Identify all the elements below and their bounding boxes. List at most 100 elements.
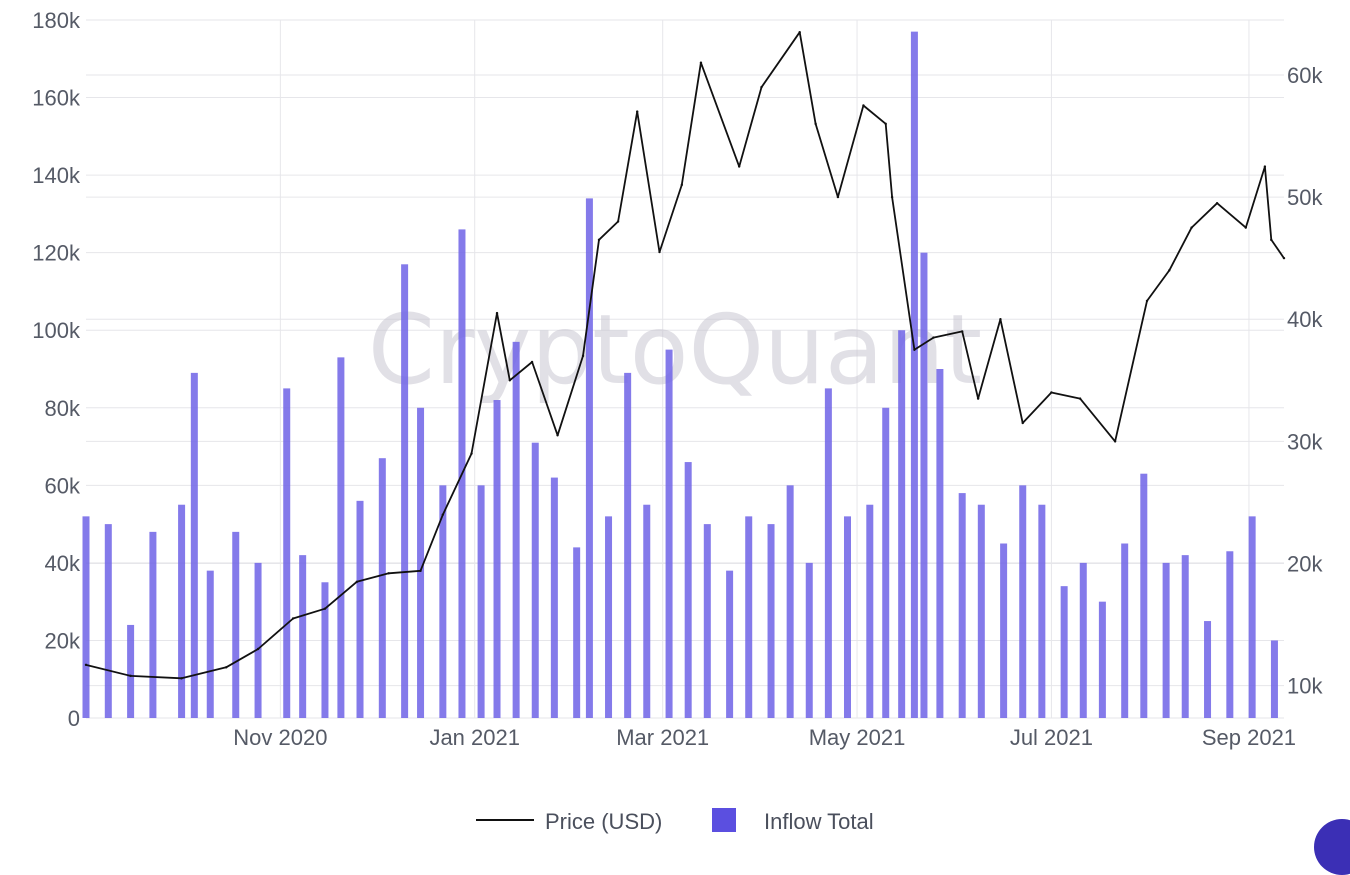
price-point[interactable] bbox=[355, 580, 359, 584]
inflow-bar[interactable] bbox=[882, 407, 890, 718]
price-point[interactable] bbox=[1168, 269, 1171, 272]
price-point[interactable] bbox=[419, 569, 422, 573]
inflow-bar[interactable] bbox=[1140, 473, 1148, 718]
inflow-bar[interactable] bbox=[321, 582, 329, 718]
inflow-bar[interactable] bbox=[745, 516, 753, 718]
inflow-bar[interactable] bbox=[684, 462, 692, 718]
legend-price-label[interactable]: Price (USD) bbox=[545, 809, 662, 834]
inflow-bar[interactable] bbox=[703, 524, 711, 718]
price-point[interactable] bbox=[658, 250, 661, 254]
inflow-bar[interactable] bbox=[190, 372, 198, 718]
price-point[interactable] bbox=[84, 663, 88, 667]
inflow-bar[interactable] bbox=[401, 264, 409, 718]
inflow-bar[interactable] bbox=[1019, 485, 1027, 718]
inflow-bar[interactable] bbox=[624, 372, 632, 718]
inflow-bar[interactable] bbox=[585, 198, 593, 718]
inflow-bar[interactable] bbox=[866, 504, 874, 718]
price-point[interactable] bbox=[180, 677, 183, 680]
price-point[interactable] bbox=[960, 330, 964, 333]
legend-inflow-label[interactable]: Inflow Total bbox=[764, 809, 874, 834]
price-point[interactable] bbox=[1263, 165, 1267, 168]
price-point[interactable] bbox=[862, 104, 865, 107]
inflow-bar[interactable] bbox=[232, 531, 240, 718]
inflow-bar[interactable] bbox=[477, 485, 485, 718]
price-point[interactable] bbox=[323, 607, 327, 610]
inflow-bar[interactable] bbox=[1162, 562, 1170, 718]
price-point[interactable] bbox=[913, 348, 916, 351]
price-point[interactable] bbox=[556, 434, 559, 437]
price-point[interactable] bbox=[581, 354, 585, 358]
price-point[interactable] bbox=[680, 183, 684, 187]
price-point[interactable] bbox=[1021, 421, 1024, 425]
price-point[interactable] bbox=[737, 165, 741, 168]
price-point[interactable] bbox=[256, 647, 260, 651]
inflow-bar[interactable] bbox=[1079, 562, 1087, 718]
inflow-bar[interactable] bbox=[1248, 516, 1256, 718]
inflow-bar[interactable] bbox=[337, 357, 345, 718]
inflow-bar[interactable] bbox=[936, 369, 944, 718]
inflow-bar[interactable] bbox=[726, 570, 734, 718]
inflow-bar[interactable] bbox=[378, 458, 386, 718]
price-point[interactable] bbox=[495, 311, 499, 315]
inflow-bar[interactable] bbox=[910, 31, 918, 718]
price-point[interactable] bbox=[932, 336, 935, 339]
inflow-bar[interactable] bbox=[149, 531, 157, 718]
price-point[interactable] bbox=[1190, 226, 1193, 229]
inflow-bar[interactable] bbox=[605, 516, 613, 718]
price-point[interactable] bbox=[699, 61, 703, 64]
inflow-bar[interactable] bbox=[805, 562, 813, 718]
price-point[interactable] bbox=[291, 617, 295, 620]
inflow-bar[interactable] bbox=[493, 400, 501, 718]
price-point[interactable] bbox=[616, 220, 620, 223]
inflow-bar[interactable] bbox=[531, 442, 539, 718]
inflow-bar[interactable] bbox=[665, 349, 673, 718]
inflow-bar[interactable] bbox=[299, 555, 307, 718]
price-point[interactable] bbox=[999, 318, 1002, 321]
price-point[interactable] bbox=[508, 379, 511, 382]
legend[interactable]: Price (USD) Inflow Total bbox=[476, 808, 874, 834]
price-point[interactable] bbox=[1145, 299, 1149, 303]
inflow-bar[interactable] bbox=[643, 504, 651, 718]
price-point[interactable] bbox=[1244, 226, 1247, 229]
price-point[interactable] bbox=[1113, 440, 1117, 443]
inflow-bar[interactable] bbox=[254, 562, 262, 718]
price-point[interactable] bbox=[1050, 391, 1053, 394]
inflow-bar[interactable] bbox=[767, 524, 775, 718]
price-point[interactable] bbox=[884, 122, 887, 126]
inflow-bar[interactable] bbox=[977, 504, 985, 718]
price-point[interactable] bbox=[976, 397, 980, 400]
price-line[interactable] bbox=[85, 31, 1285, 680]
price-point[interactable] bbox=[224, 666, 228, 669]
inflow-bar[interactable] bbox=[1038, 504, 1046, 718]
inflow-bar[interactable] bbox=[283, 388, 291, 718]
inflow-bar[interactable] bbox=[573, 547, 581, 718]
inflow-bar[interactable] bbox=[356, 500, 364, 718]
price-point[interactable] bbox=[636, 110, 639, 113]
inflow-bar[interactable] bbox=[843, 516, 851, 718]
inflow-bar[interactable] bbox=[1226, 551, 1234, 718]
inflow-bar[interactable] bbox=[958, 493, 966, 718]
price-point[interactable] bbox=[798, 31, 801, 34]
price-point[interactable] bbox=[530, 360, 534, 364]
inflow-bar[interactable] bbox=[1098, 601, 1106, 718]
price-point[interactable] bbox=[441, 513, 445, 516]
price-point[interactable] bbox=[387, 572, 390, 575]
inflow-bar[interactable] bbox=[417, 407, 425, 718]
price-point[interactable] bbox=[1270, 238, 1273, 242]
price-point[interactable] bbox=[1078, 397, 1082, 400]
price-point[interactable] bbox=[597, 238, 601, 242]
inflow-bar[interactable] bbox=[104, 524, 112, 718]
price-point[interactable] bbox=[814, 122, 817, 126]
inflow-bar[interactable] bbox=[1121, 543, 1129, 719]
inflow-bar[interactable] bbox=[1000, 543, 1008, 719]
price-point[interactable] bbox=[1215, 202, 1219, 205]
inflow-bar[interactable] bbox=[1181, 555, 1189, 718]
inflow-bar[interactable] bbox=[920, 252, 928, 718]
price-point[interactable] bbox=[760, 85, 763, 89]
price-point[interactable] bbox=[836, 195, 840, 199]
inflow-bar[interactable] bbox=[550, 477, 558, 718]
price-point[interactable] bbox=[890, 195, 894, 199]
price-point[interactable] bbox=[129, 674, 132, 678]
inflow-bar[interactable] bbox=[1270, 640, 1278, 718]
inflow-bar[interactable] bbox=[1060, 586, 1068, 718]
